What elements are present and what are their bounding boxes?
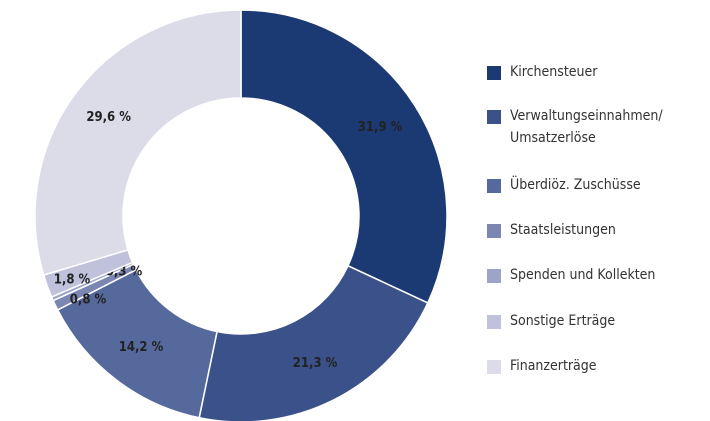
legend-entry: Verwaltungseinnahmen/ Umsatzerlöse <box>487 108 685 149</box>
legend-label: Kirchensteuer <box>510 64 598 80</box>
legend-entry: Kirchensteuer <box>487 64 685 83</box>
data-label: 21,3 % <box>293 356 338 371</box>
data-label: 14,2 % <box>119 340 164 355</box>
legend-label: Spenden und Kollekten <box>510 267 656 283</box>
legend-label: Verwaltungseinnahmen/ Umsatzerlöse <box>510 108 663 146</box>
legend-entry: Spenden und Kollekten <box>487 267 685 286</box>
legend-entry: Sonstige Erträge <box>487 313 685 332</box>
legend-entry: Überdiöz. Zuschüsse <box>487 177 685 196</box>
legend-swatch <box>487 360 501 374</box>
legend-entry: Finanzerträge <box>487 358 685 377</box>
data-label: 31,9 % <box>358 120 403 135</box>
legend-swatch <box>487 315 501 329</box>
legend-label: Überdiöz. Zuschüsse <box>510 177 641 193</box>
legend-swatch <box>487 269 501 283</box>
legend-label: Staatsleistungen <box>510 222 616 238</box>
legend-swatch <box>487 66 501 80</box>
legend-swatch <box>487 179 501 193</box>
legend-swatch <box>487 110 501 124</box>
data-label: 1,8 % <box>54 273 91 288</box>
donut-slice <box>34 9 242 277</box>
donut-slice <box>240 9 448 304</box>
legend-label: Finanzerträge <box>510 358 597 374</box>
legend-label: Sonstige Erträge <box>510 313 616 329</box>
data-label: 0,8 % <box>70 293 107 308</box>
legend-swatch <box>487 224 501 238</box>
data-label: 29,6 % <box>86 110 131 125</box>
donut-slice <box>198 264 429 421</box>
legend-entry: Staatsleistungen <box>487 222 685 241</box>
